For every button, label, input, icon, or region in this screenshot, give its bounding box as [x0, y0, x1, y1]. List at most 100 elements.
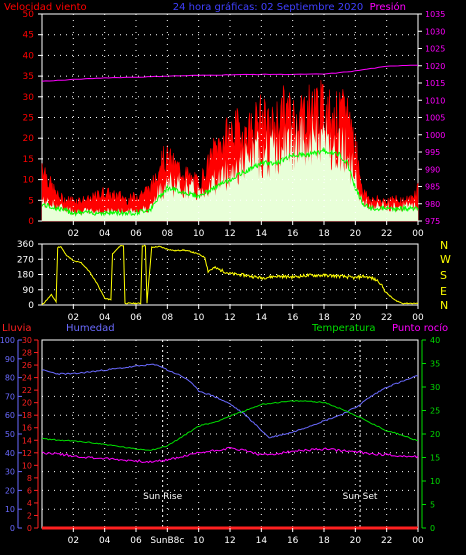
wind-ytick-label: 0 — [28, 217, 34, 227]
temperature-ytick-label: 15 — [430, 454, 440, 463]
humidity-ytick-label: 30 — [5, 468, 15, 477]
climate-xtick-label: 20 — [350, 536, 362, 546]
wind-xtick-label: 10 — [193, 229, 205, 239]
direction-ytick-label: 270 — [17, 255, 34, 265]
wind-ytick-label: 15 — [23, 155, 34, 165]
humidity-series — [41, 363, 419, 439]
compass-label-e: E — [440, 285, 447, 298]
climate-xtick-label: 04 — [99, 536, 111, 546]
direction-xtick-label: 08 — [162, 313, 174, 323]
wind-xtick-label: 04 — [99, 229, 111, 239]
rain-ytick-label: 12 — [22, 449, 32, 458]
climate-xtick-label: 12 — [224, 536, 235, 546]
climate-xtick-label: SunB8c — [150, 536, 184, 546]
pressure-ytick-label: 1005 — [425, 114, 445, 123]
pressure-ytick-label: 1010 — [425, 96, 445, 105]
wind-xtick-label: 16 — [287, 229, 299, 239]
wind-ytick-label: 50 — [23, 10, 35, 20]
temperature-series — [41, 400, 419, 451]
humidity-ytick-label: 10 — [5, 505, 15, 514]
direction-xtick-label: 18 — [318, 313, 330, 323]
pressure-axis-label: Presión — [370, 1, 406, 13]
climate-xtick-label: 18 — [318, 536, 330, 546]
compass-label-w: W — [440, 253, 451, 266]
pressure-ytick-label: 995 — [425, 148, 440, 157]
humidity-ytick-label: 40 — [5, 449, 15, 458]
wind-xtick-label: 06 — [130, 229, 142, 239]
direction-xtick-label: 06 — [130, 313, 142, 323]
humidity-axis-label: Humedad — [66, 323, 115, 334]
chart-title: 24 hora gráficas: 02 Septiembre 2020 — [173, 1, 363, 13]
pressure-ytick-label: 1015 — [425, 79, 445, 88]
direction-ytick-label: 90 — [23, 286, 35, 296]
climate-xtick-label: 00 — [412, 536, 424, 546]
pressure-ytick-label: 985 — [425, 183, 440, 192]
humidity-ytick-label: 50 — [5, 430, 15, 439]
pressure-ytick-label: 990 — [425, 165, 440, 174]
humidity-ytick-label: 80 — [5, 374, 15, 383]
wind-average-series — [41, 146, 419, 217]
temperature-ytick-label: 30 — [430, 383, 440, 392]
wind-direction-series — [41, 244, 419, 306]
dewpoint-series — [41, 446, 419, 464]
humidity-ytick-label: 20 — [5, 486, 15, 495]
wind-xtick-label: 20 — [350, 229, 362, 239]
humidity-ytick-label: 0 — [10, 524, 15, 533]
direction-xtick-label: 12 — [224, 313, 235, 323]
pressure-ytick-label: 975 — [425, 217, 440, 226]
compass-label-n-top: N — [440, 239, 448, 252]
temperature-ytick-label: 35 — [430, 360, 440, 369]
rain-ytick-label: 30 — [22, 336, 32, 345]
climate-xtick-label: 16 — [287, 536, 299, 546]
pressure-ytick-label: 1020 — [425, 62, 445, 71]
wind-ytick-label: 35 — [23, 72, 34, 82]
direction-xtick-label: 14 — [256, 313, 268, 323]
direction-xtick-label: 02 — [68, 313, 79, 323]
direction-xtick-label: 10 — [193, 313, 205, 323]
wind-axis-label: Velocidad viento — [4, 2, 87, 13]
wind-ytick-label: 45 — [23, 31, 34, 41]
wind-ytick-label: 20 — [23, 134, 35, 144]
rain-ytick-label: 28 — [22, 349, 32, 358]
pressure-ytick-label: 1030 — [425, 27, 445, 36]
rain-ytick-label: 24 — [22, 374, 32, 383]
rain-ytick-label: 22 — [22, 386, 32, 395]
rain-ytick-label: 6 — [27, 486, 32, 495]
direction-xtick-label: 22 — [381, 313, 392, 323]
direction-xtick-label: 16 — [287, 313, 299, 323]
wind-xtick-label: 14 — [256, 229, 268, 239]
rain-ytick-label: 8 — [27, 474, 32, 483]
wind-xtick-label: 12 — [224, 229, 235, 239]
wind-xtick-label: 02 — [68, 229, 79, 239]
pressure-ytick-label: 1035 — [425, 10, 445, 19]
climate-xtick-label: 10 — [193, 536, 205, 546]
direction-xtick-label: 04 — [99, 313, 111, 323]
pressure-ytick-label: 1025 — [425, 45, 445, 54]
direction-xtick-label: 00 — [412, 313, 424, 323]
wind-xtick-label: 08 — [162, 229, 174, 239]
direction-ytick-label: 0 — [28, 301, 34, 311]
rain-ytick-label: 18 — [22, 411, 32, 420]
wind-ytick-label: 40 — [23, 51, 35, 61]
wind-ytick-label: 5 — [28, 196, 34, 206]
sun-marker-label: Sun Rise — [143, 492, 182, 502]
direction-compass-labels: N W S E N — [440, 239, 451, 312]
rain-ytick-label: 0 — [27, 524, 32, 533]
dewpoint-axis-label: Punto rocío — [392, 322, 448, 334]
pressure-ytick-label: 1000 — [425, 131, 445, 140]
humidity-ytick-label: 70 — [5, 392, 15, 401]
temperature-ytick-label: 10 — [430, 477, 440, 486]
pressure-ytick-label: 980 — [425, 200, 440, 209]
temperature-ytick-label: 0 — [430, 524, 435, 533]
direction-xtick-label: 20 — [350, 313, 362, 323]
climate-xtick-label: 02 — [68, 536, 79, 546]
wind-ytick-label: 25 — [23, 114, 34, 124]
climate-xtick-label: 14 — [256, 536, 268, 546]
humidity-ytick-label: 90 — [5, 355, 15, 364]
temperature-ytick-label: 5 — [430, 501, 435, 510]
temperature-ytick-label: 40 — [430, 336, 440, 345]
rain-ytick-label: 16 — [22, 424, 32, 433]
wind-ytick-label: 30 — [23, 93, 35, 103]
sun-marker-label: Sun Set — [343, 492, 378, 502]
rain-ytick-label: 10 — [22, 461, 32, 470]
